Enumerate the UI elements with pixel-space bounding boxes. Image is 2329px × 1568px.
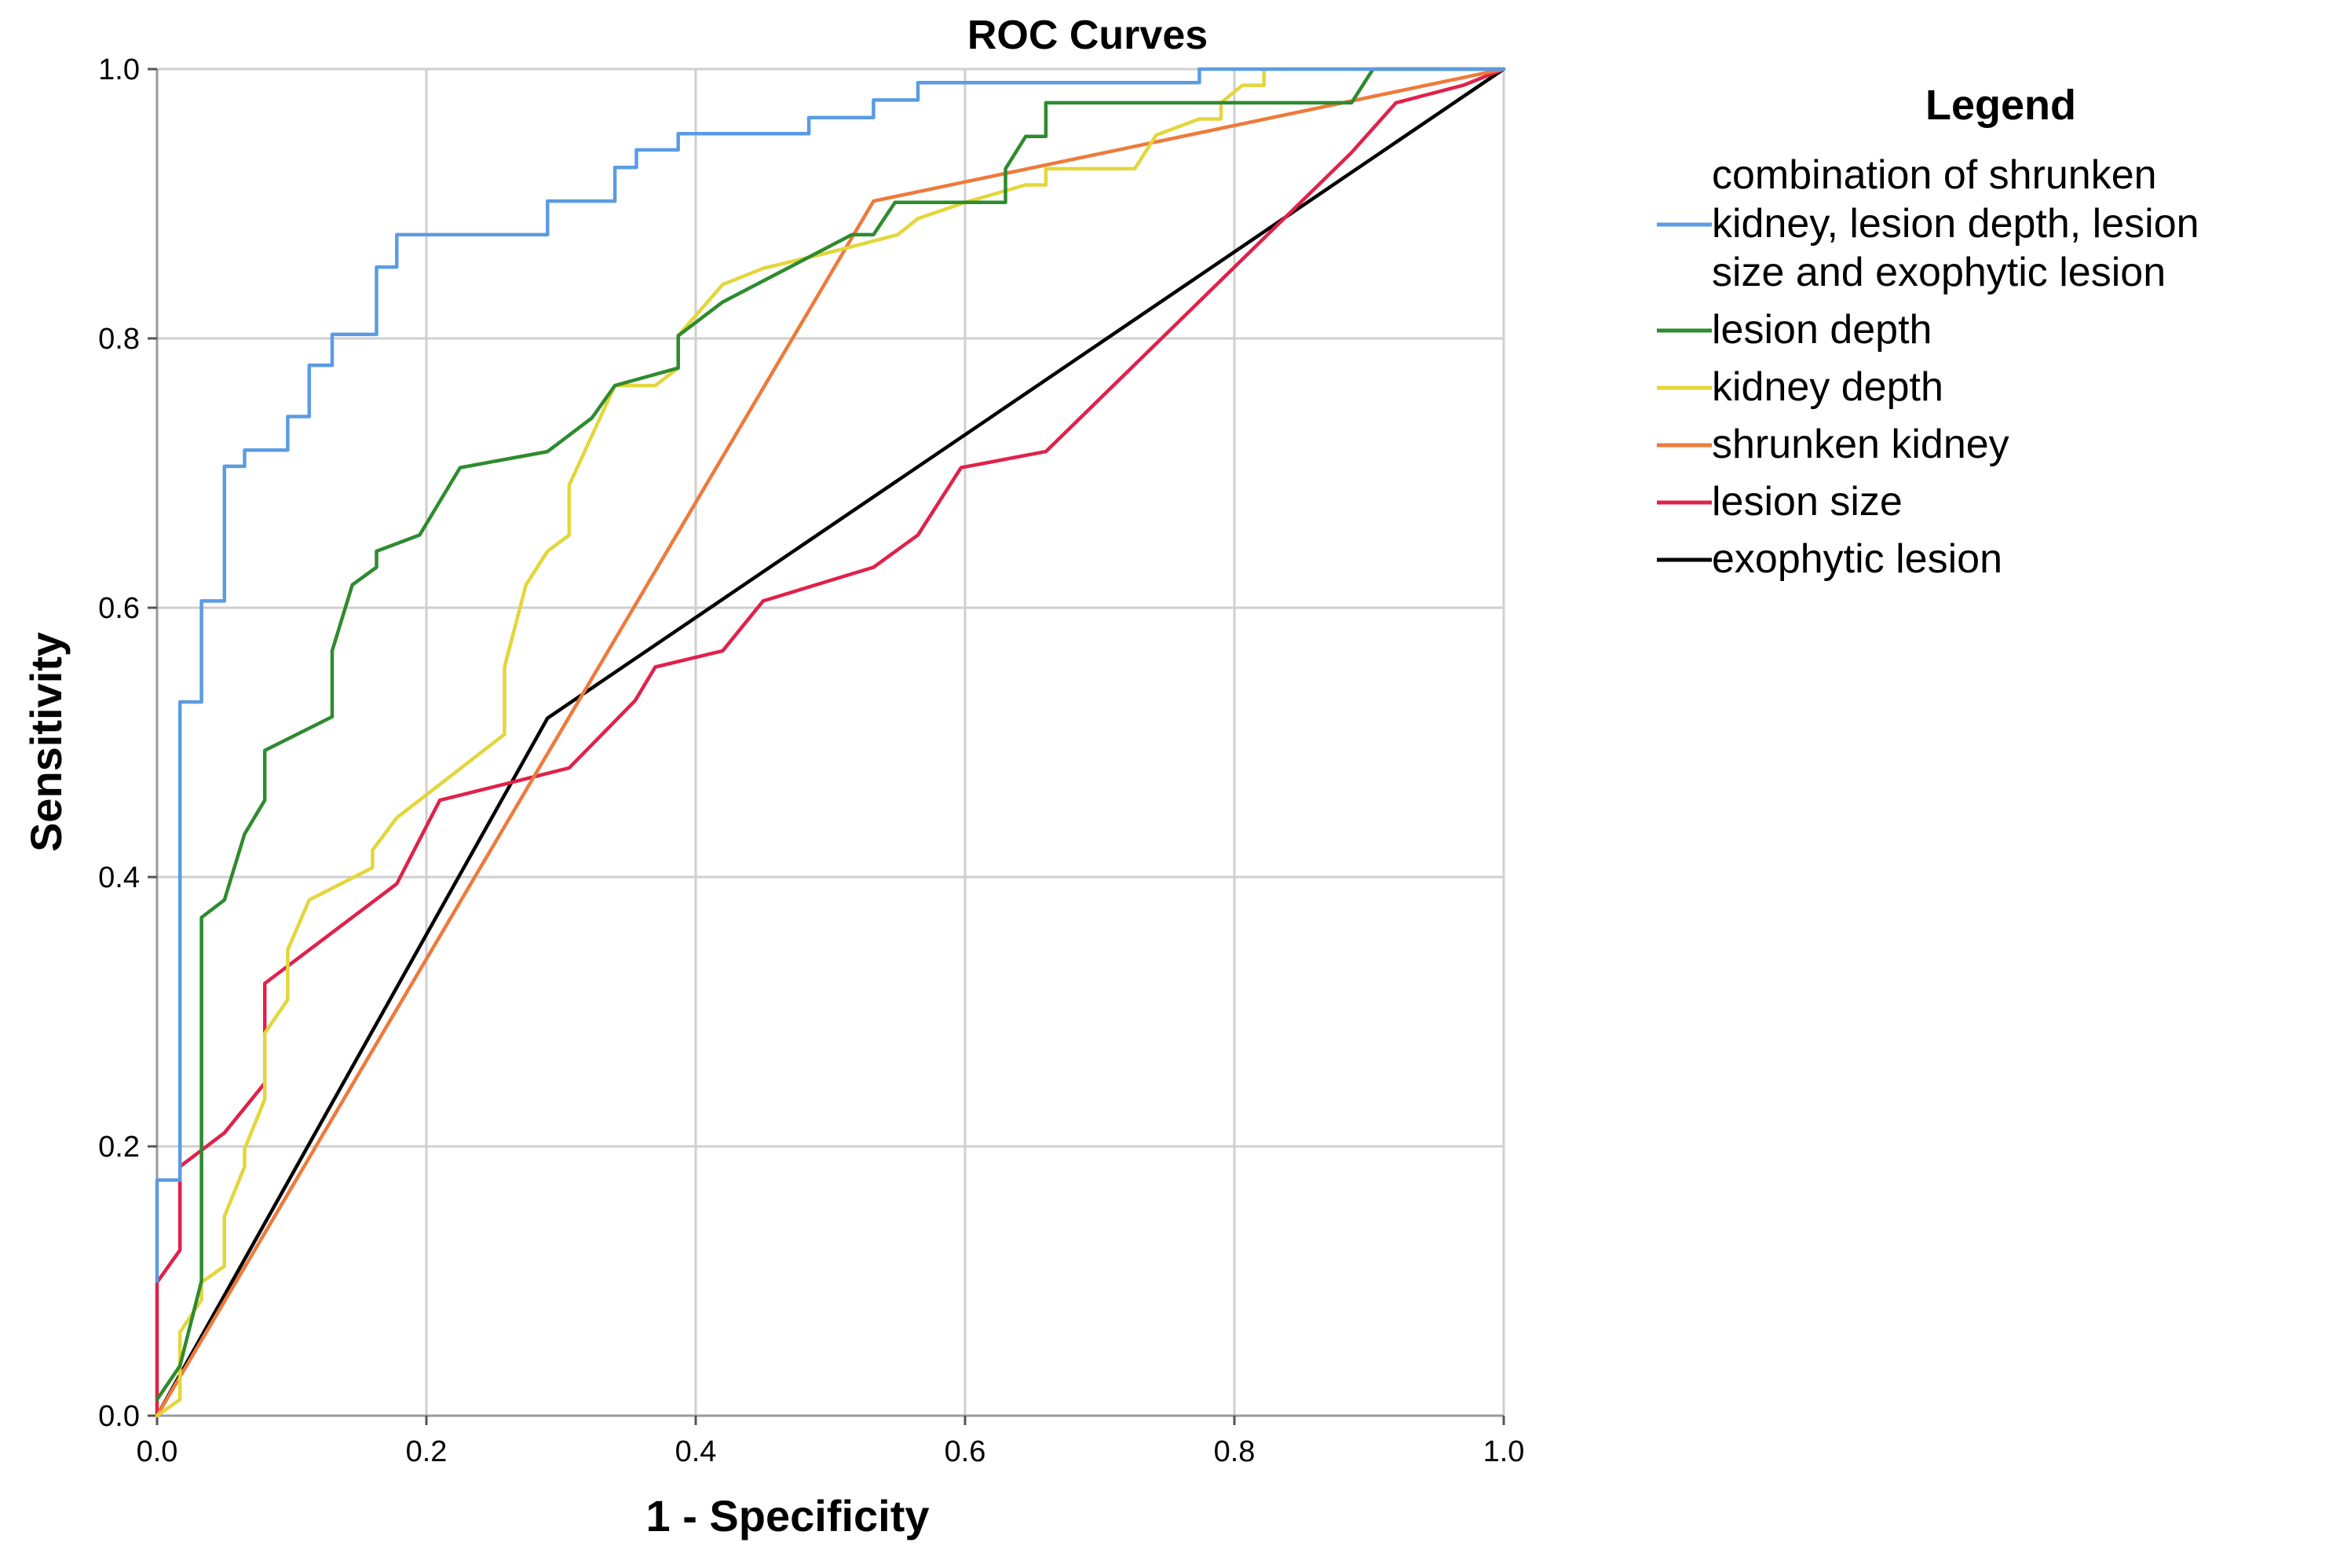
axes-layer: 0.0 0.2 0.4 0.6 0.8 1.0 0.0 0.2 0.4 0.6 0.8 1.0	[98, 53, 1524, 1468]
legend-label: lesion size	[1712, 479, 1903, 524]
legend-label: lesion depth	[1712, 307, 1932, 353]
legend-label: shrunken kidney	[1712, 422, 2009, 467]
y-tick-label: 0.4	[98, 861, 140, 894]
legend-title: Legend	[1925, 82, 2076, 129]
legend-item: shrunken kidney	[1657, 422, 2009, 467]
y-axis-label: Sensitivity	[21, 632, 71, 852]
legend-label: kidney, lesion depth, lesion	[1712, 201, 2199, 247]
series-line-lesion-depth	[155, 67, 1506, 1402]
legend-label: combination of shrunken	[1712, 152, 2157, 198]
legend-label: size and exophytic lesion	[1712, 250, 2166, 295]
series-layer	[155, 67, 1506, 1418]
y-tick-label: 0.2	[98, 1131, 140, 1164]
x-axis-label: 1 - Specificity	[645, 1491, 929, 1541]
x-tick-label: 0.8	[1214, 1435, 1256, 1468]
x-tick-label: 1.0	[1483, 1435, 1525, 1468]
x-tick-label: 0.4	[675, 1435, 717, 1468]
x-tick-label: 0.0	[137, 1435, 178, 1468]
y-tick-label: 0.8	[98, 323, 140, 356]
legend-item: kidney depth	[1657, 364, 1943, 410]
y-tick-label: 0.6	[98, 592, 140, 625]
series-line-shrunken-kidney	[155, 67, 1506, 1418]
legend-item: exophytic lesion	[1657, 536, 2002, 582]
x-tick-label: 0.6	[945, 1435, 986, 1468]
series-line-exophytic-lesion	[155, 67, 1506, 1418]
legend-item: lesion size	[1657, 479, 1903, 524]
legend-label: exophytic lesion	[1712, 536, 2002, 582]
y-tick-label: 1.0	[98, 53, 140, 86]
series-line-kidney-depth	[155, 67, 1506, 1418]
x-tick-label: 0.2	[406, 1435, 448, 1468]
y-tick-label: 0.0	[98, 1400, 140, 1433]
legend-label: kidney depth	[1712, 364, 1943, 410]
legend-item: lesion depth	[1657, 307, 1932, 353]
chart-title: ROC Curves	[967, 13, 1208, 58]
series-line-combination-of	[155, 67, 1506, 1283]
